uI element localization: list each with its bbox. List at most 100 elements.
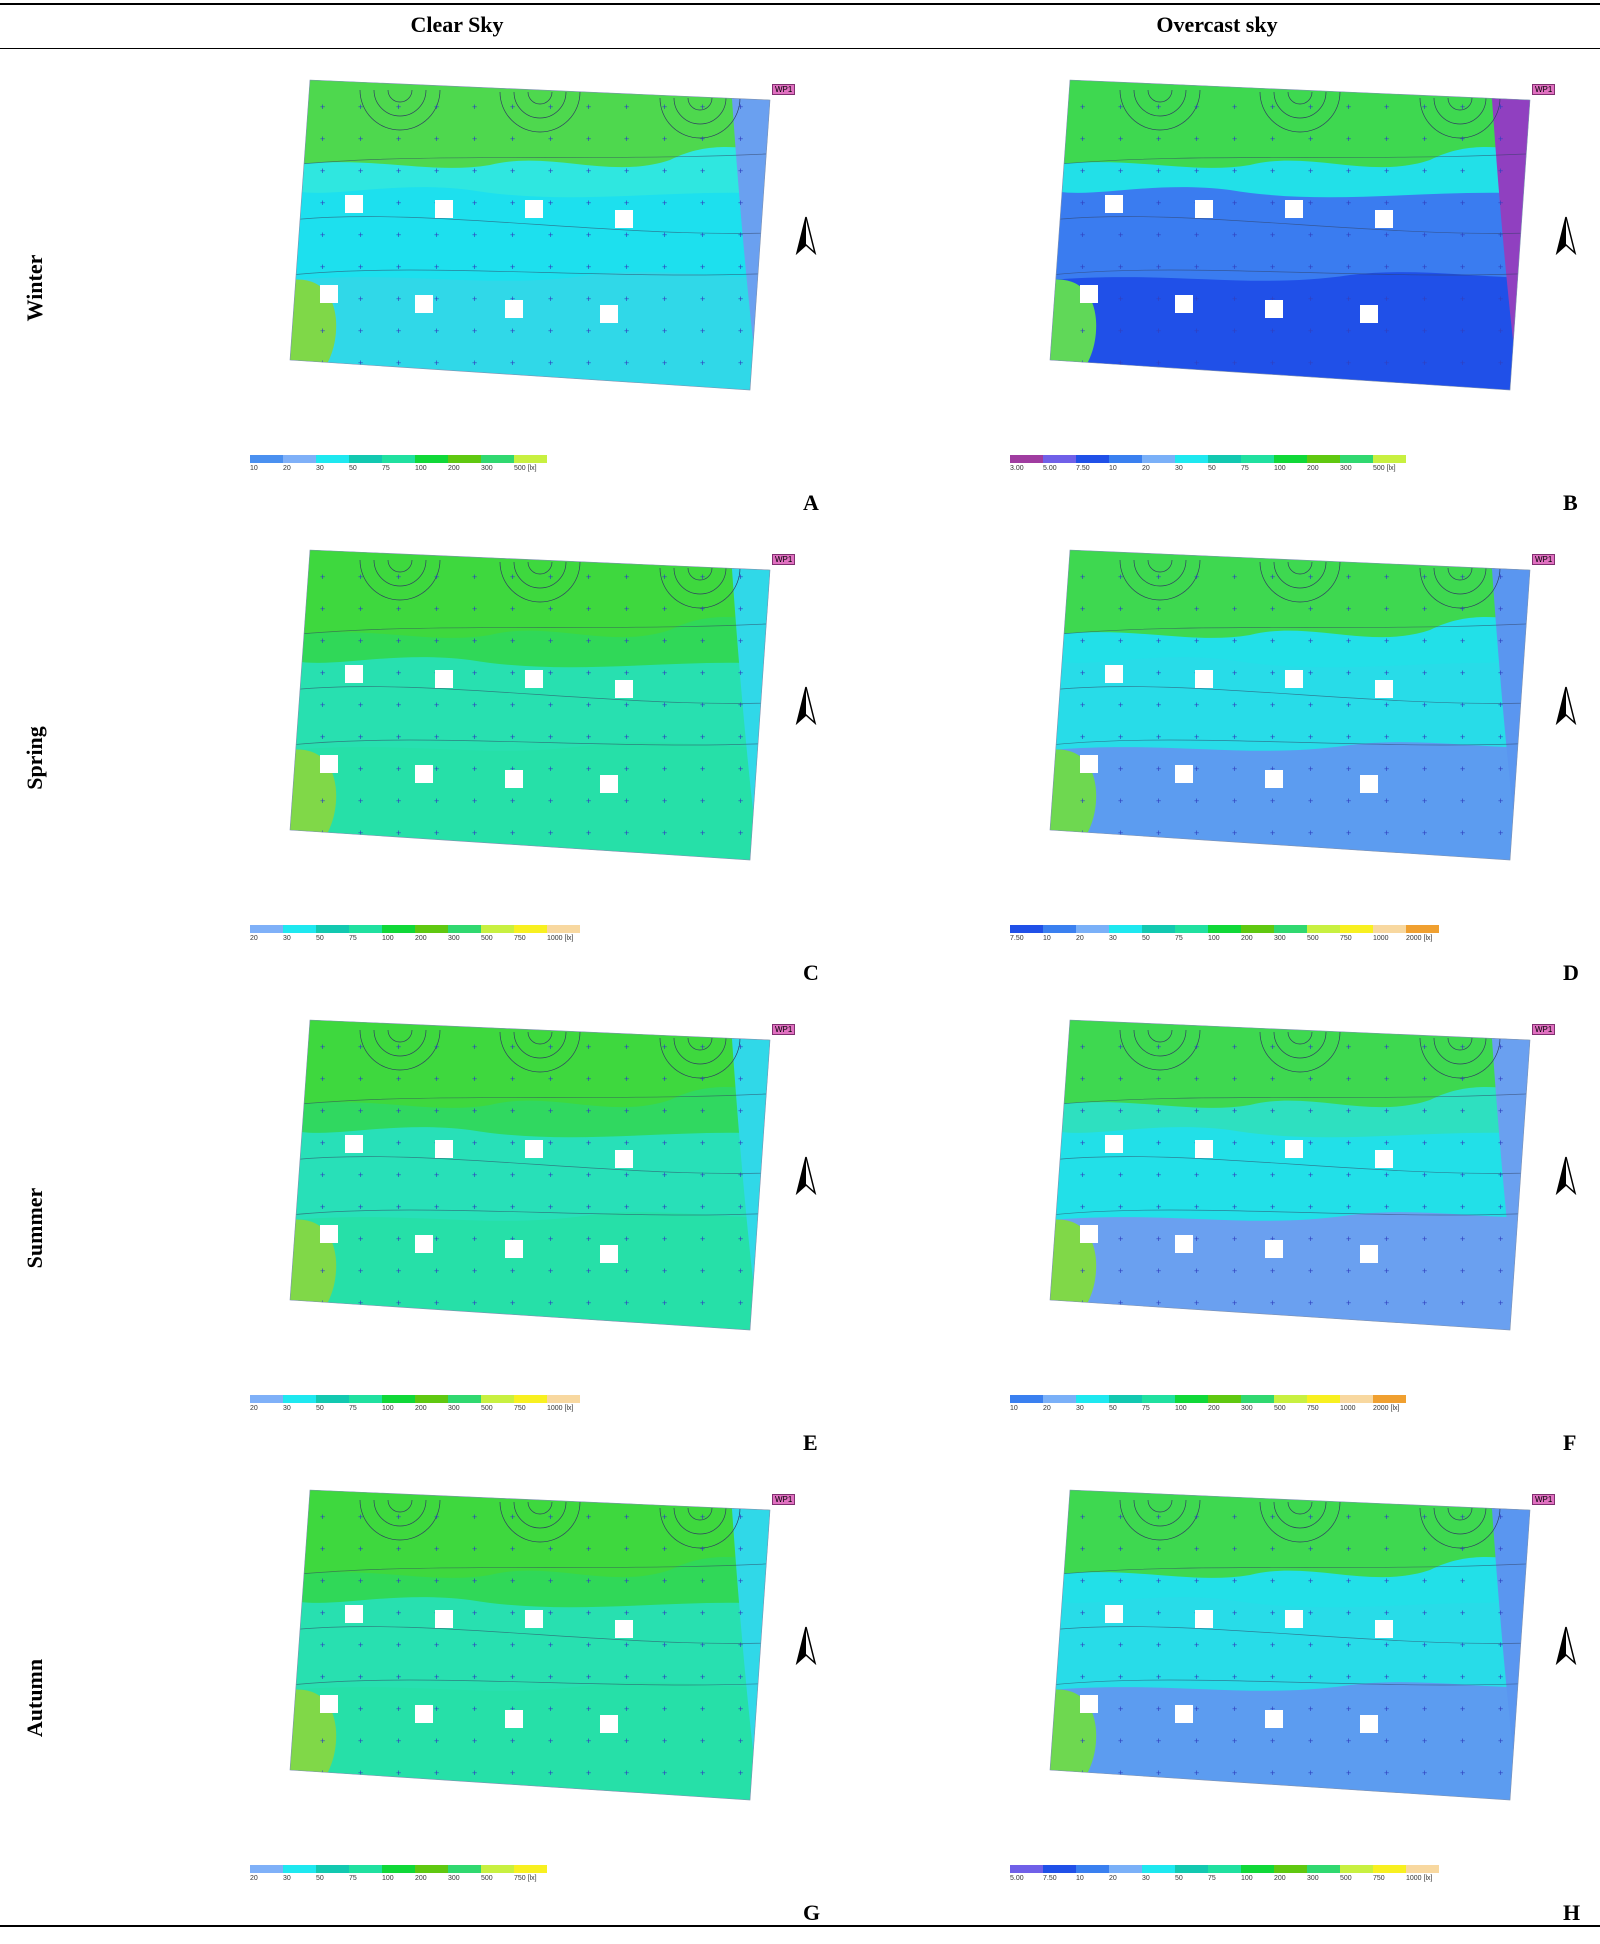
grid-cross: + (320, 1768, 325, 1778)
grid-cross: + (510, 1266, 515, 1276)
grid-cross: + (396, 1234, 401, 1244)
grid-cross: + (1118, 1672, 1123, 1682)
grid-cross: + (548, 1042, 553, 1052)
grid-cross: + (320, 1074, 325, 1084)
legend-tick-label: 50 (1208, 465, 1216, 472)
grid-cross: + (1118, 700, 1123, 710)
column-block (1285, 1140, 1303, 1158)
grid-cross: + (1118, 294, 1123, 304)
grid-cross: + (1270, 1202, 1275, 1212)
column-block (1175, 1705, 1193, 1723)
grid-cross: + (434, 134, 439, 144)
grid-cross: + (1270, 668, 1275, 678)
grid-cross: + (510, 262, 515, 272)
grid-cross: + (320, 732, 325, 742)
grid-cross: + (358, 1704, 363, 1714)
window-contour (673, 1507, 727, 1535)
grid-cross: + (662, 134, 667, 144)
grid-cross: + (1346, 1074, 1351, 1084)
column-block (1195, 200, 1213, 218)
panel-label-d: D (1563, 960, 1579, 985)
grid-cross: + (1346, 102, 1351, 112)
legend-tick-label: 500 (481, 935, 493, 942)
legend-tick-label: 200 (1307, 465, 1319, 472)
grid-cross: + (510, 1608, 515, 1618)
legend-swatch (481, 925, 514, 933)
grid-cross: + (700, 1608, 705, 1618)
legend-swatch (1043, 1395, 1076, 1403)
grid-cross: + (624, 102, 629, 112)
window-contour (1133, 559, 1187, 587)
grid-cross: + (1080, 828, 1085, 838)
legend-ticks: 20 30 50 75 100 200 300 500 750 [lx] (250, 1875, 547, 1882)
grid-cross: + (472, 828, 477, 838)
grid-cross: + (1308, 1202, 1313, 1212)
grid-cross: + (624, 262, 629, 272)
grid-cross: + (358, 732, 363, 742)
grid-cross: + (586, 1074, 591, 1084)
contour-line (1050, 269, 1530, 276)
grid-cross: + (1498, 1736, 1503, 1746)
contour-line (1050, 619, 1530, 636)
column-block (320, 1695, 338, 1713)
grid-cross: + (1384, 198, 1389, 208)
grid-cross: + (1460, 796, 1465, 806)
legend-tick-label: 50 (1175, 1875, 1183, 1882)
window-contour (359, 559, 441, 601)
grid-cross: + (320, 604, 325, 614)
grid-cross: + (1346, 764, 1351, 774)
legend-swatch (1241, 455, 1274, 463)
grid-cross: + (1270, 572, 1275, 582)
grid-cross: + (1422, 1170, 1427, 1180)
grid-cross: + (1460, 604, 1465, 614)
grid-cross: + (1194, 636, 1199, 646)
grid-cross: + (1422, 700, 1427, 710)
legend-color-bar (250, 925, 580, 933)
window-contour (499, 1501, 581, 1543)
grid-cross: + (1346, 166, 1351, 176)
grid-cross: + (1460, 1298, 1465, 1308)
grid-cross: + (1422, 1266, 1427, 1276)
grid-cross: + (1232, 1234, 1237, 1244)
grid-cross: + (548, 1106, 553, 1116)
grid-cross: + (320, 700, 325, 710)
legend-tick-label: 1000 (1340, 1405, 1356, 1412)
grid-cross: + (1422, 668, 1427, 678)
grid-cross: + (624, 1672, 629, 1682)
grid-cross: + (1156, 1170, 1161, 1180)
grid-cross: + (510, 668, 515, 678)
grid-cross: + (396, 358, 401, 368)
illuminance-map-f: + + + + + + + + + + + + + + + + + + + + + + + + + + + + + + + + + + + + + + + +… (1049, 1010, 1590, 1340)
grid-cross: + (1232, 262, 1237, 272)
legend-swatch (250, 1865, 283, 1873)
legend-tick-label: 30 (283, 1405, 291, 1412)
grid-cross: + (1498, 700, 1503, 710)
grid-cross: + (1346, 1736, 1351, 1746)
grid-cross: + (320, 1544, 325, 1554)
grid-cross: + (624, 1234, 629, 1244)
grid-cross: + (1460, 358, 1465, 368)
column-block (1375, 680, 1393, 698)
column-block (435, 670, 453, 688)
grid-cross: + (662, 1074, 667, 1084)
grid-cross: + (1156, 1640, 1161, 1650)
grid-cross: + (1156, 1672, 1161, 1682)
legend-tick-label: 10 (1076, 1875, 1084, 1882)
grid-cross: + (662, 1202, 667, 1212)
column-block (1195, 1140, 1213, 1158)
grid-cross: + (472, 1074, 477, 1084)
north-arrow-icon (1555, 686, 1577, 725)
grid-cross: + (1422, 1074, 1427, 1084)
grid-cross: + (358, 796, 363, 806)
grid-cross: + (1422, 604, 1427, 614)
grid-cross: + (1498, 230, 1503, 240)
grid-cross: + (1232, 1544, 1237, 1554)
grid-cross: + (738, 796, 743, 806)
grid-cross: + (1270, 1170, 1275, 1180)
panel-label-e: E (803, 1430, 818, 1455)
window-contour (373, 1499, 427, 1527)
legend-swatch (382, 1865, 415, 1873)
grid-cross: + (320, 668, 325, 678)
grid-cross: + (1384, 796, 1389, 806)
grid-cross: + (320, 1202, 325, 1212)
